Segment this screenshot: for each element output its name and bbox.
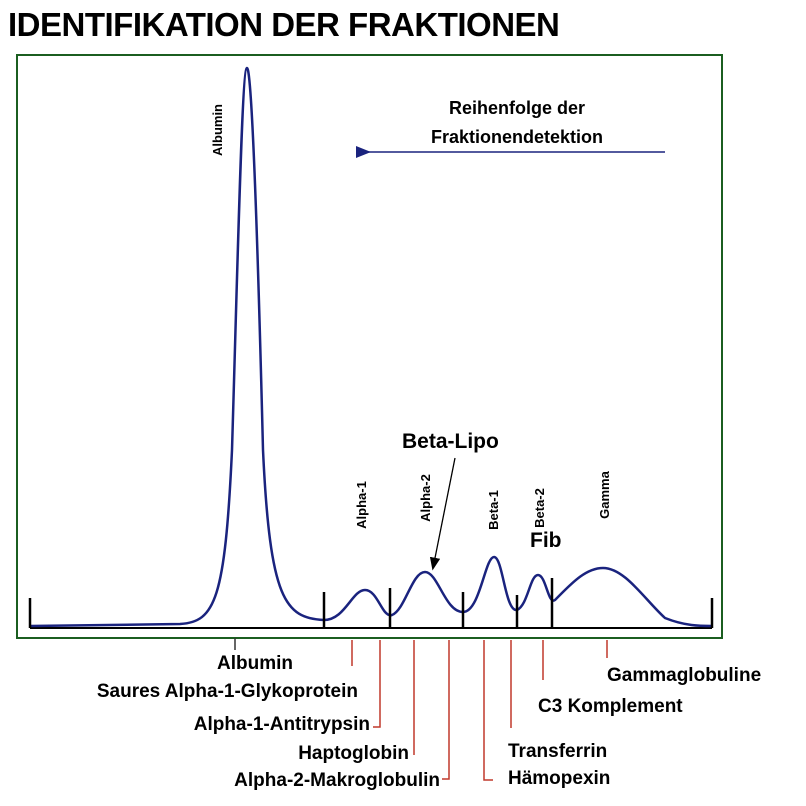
- peak-label: Alpha-2: [418, 474, 433, 522]
- leader-lines: [234, 638, 608, 781]
- peak-label: Beta-2: [532, 488, 547, 528]
- dividers: [28, 578, 714, 628]
- peak-label: Alpha-1: [354, 481, 369, 529]
- leader-line: [483, 640, 493, 781]
- protein-label: Albumin: [217, 653, 293, 674]
- protein-label: Haptoglobin: [298, 743, 409, 764]
- protein-label: Transferrin: [508, 741, 607, 762]
- beta-lipo-label: Beta-Lipo: [402, 430, 499, 453]
- title: IDENTIFIKATION DER FRAKTIONEN: [8, 6, 559, 43]
- leader-line: [442, 640, 450, 780]
- protein-label: Saures Alpha-1-Glykoprotein: [97, 681, 358, 702]
- protein-label: Gammaglobuline: [607, 665, 761, 686]
- plot-frame: [16, 54, 723, 639]
- leader-line: [373, 640, 381, 728]
- peak-label: Beta-1: [486, 490, 501, 530]
- direction-note: Fraktionendetektion: [431, 127, 603, 147]
- fib-label: Fib: [530, 529, 562, 552]
- peak-label: Albumin: [210, 104, 225, 156]
- protein-label: Alpha-1-Antitrypsin: [194, 714, 370, 735]
- protein-label: Hämopexin: [508, 768, 610, 789]
- direction-note: Reihenfolge der: [449, 98, 585, 118]
- protein-label: Alpha-2-Makroglobulin: [234, 770, 440, 791]
- protein-label: C3 Komplement: [538, 696, 683, 717]
- beta-lipo-arrow: [429, 457, 456, 571]
- peak-label: Gamma: [597, 470, 612, 518]
